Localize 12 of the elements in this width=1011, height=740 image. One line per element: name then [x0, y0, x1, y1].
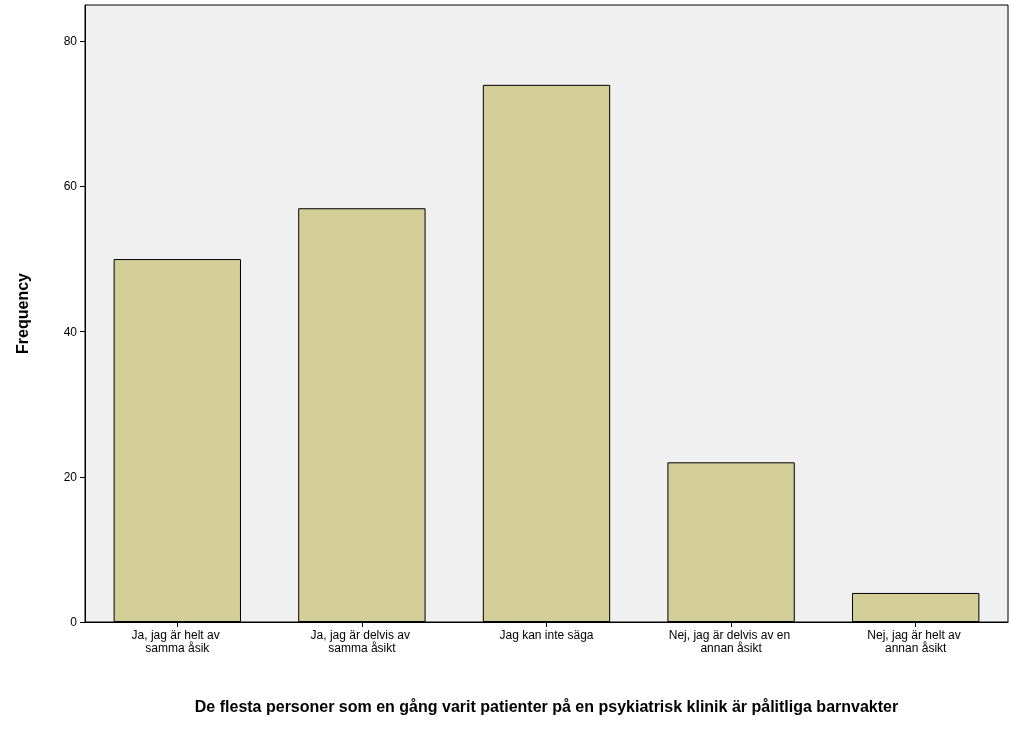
y-tick-label: 40	[63, 324, 78, 339]
y-tick-label: 0	[70, 615, 78, 629]
y-tick-label: 60	[63, 179, 78, 194]
y-tick-label: 80	[63, 34, 78, 49]
y-tick-label: 20	[63, 469, 78, 484]
x-tick-label: Ja, jag är delvis av samma åsikt	[310, 627, 414, 655]
x-tick-label: Nej, jag är helt av annan åsikt	[867, 627, 965, 655]
x-tick-label: Jag kan inte säga	[499, 627, 594, 642]
x-axis-title: De flesta personer som en gång varit patienter på en psykiatrisk klinik är pålitliga barnvakter	[194, 697, 899, 715]
x-tick-label: Nej, jag är delvis av en annan åsikt	[668, 627, 794, 655]
y-axis-title: Frequency	[13, 272, 31, 354]
x-tick-label: Ja, jag är helt av samma åsik	[131, 627, 223, 655]
